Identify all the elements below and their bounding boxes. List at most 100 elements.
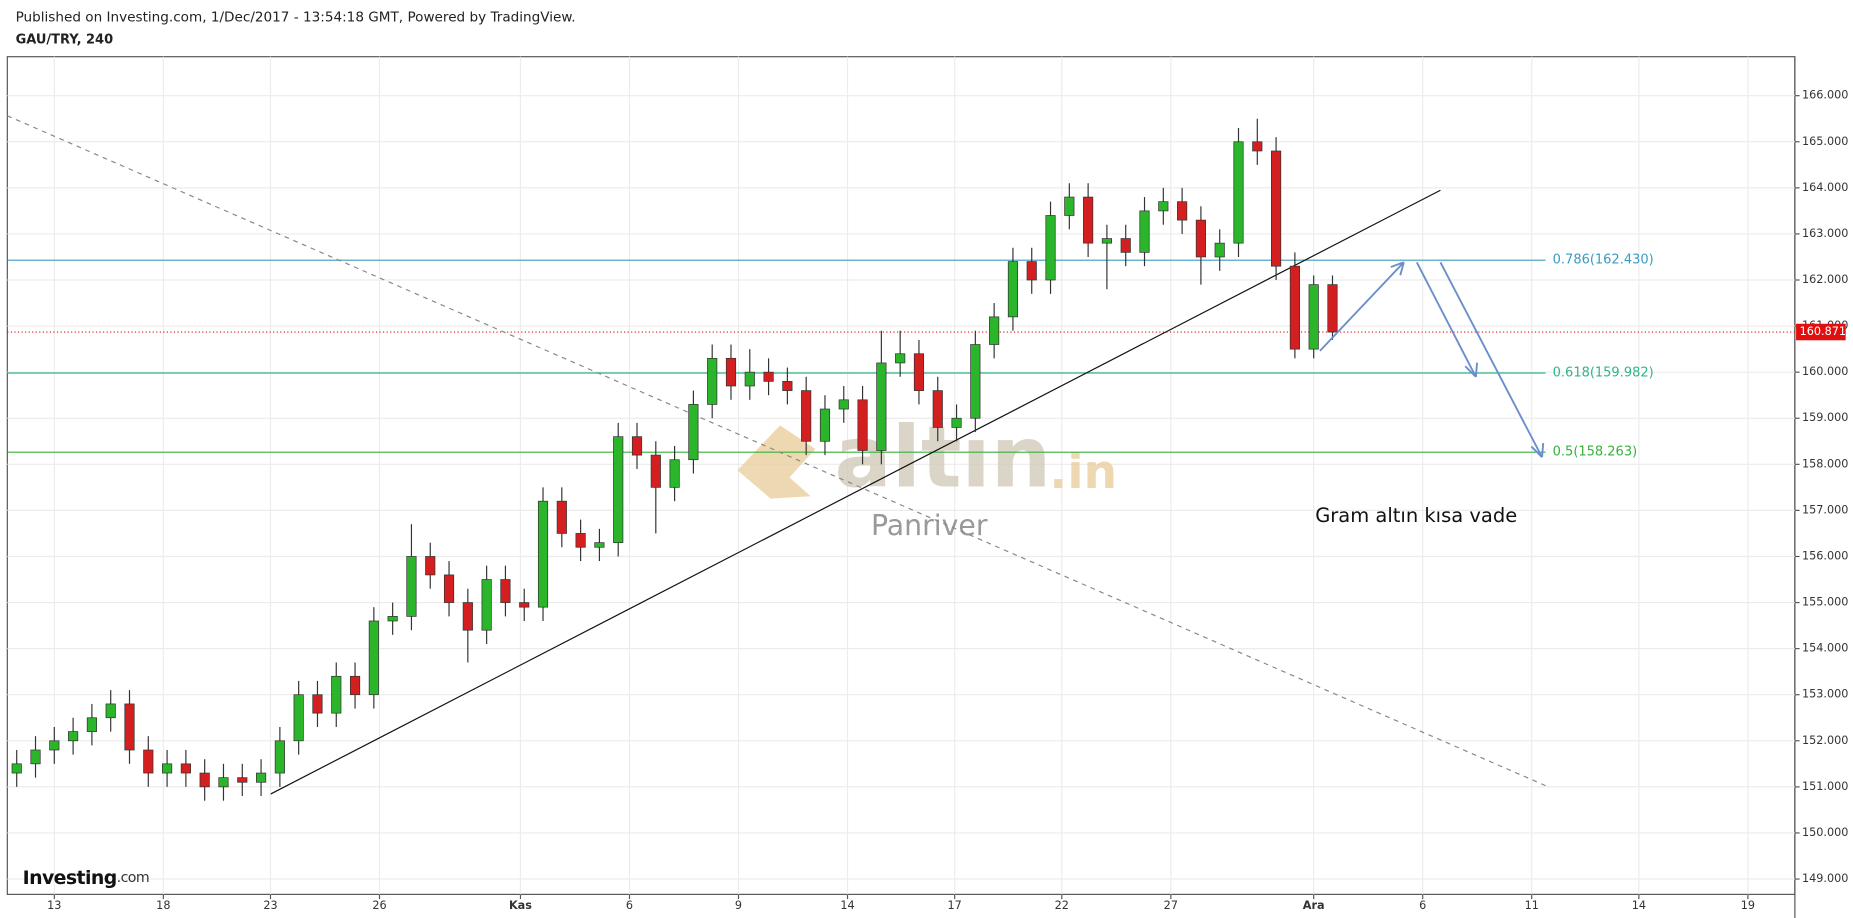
x-tick-label: 26 — [372, 899, 386, 912]
y-tick-label: 154.000 — [1802, 642, 1848, 655]
last-price-label: 160.871 — [1800, 325, 1846, 338]
x-tick-label: 17 — [948, 899, 962, 912]
y-tick-label: 162.000 — [1802, 273, 1848, 286]
x-tick-label: 9 — [735, 899, 742, 912]
candle-body — [932, 390, 943, 428]
candle-body — [650, 454, 661, 488]
candle-body — [425, 556, 436, 576]
y-tick-label: 166.000 — [1802, 89, 1848, 102]
y-tick-label: 158.000 — [1802, 457, 1848, 470]
candle-body — [218, 777, 229, 788]
candle-body — [312, 694, 323, 714]
watermark-suffix: .in — [1049, 445, 1117, 500]
x-tick-label: 27 — [1164, 899, 1178, 912]
fib-level-label: 0.786(162.430) — [1553, 253, 1654, 268]
candle-body — [462, 602, 473, 631]
candle-body — [68, 731, 79, 742]
candle-body — [199, 772, 210, 788]
candle-body — [406, 556, 417, 617]
candle-body — [782, 381, 793, 391]
candle-body — [575, 533, 586, 548]
levels: 0.786(162.430) 0.618(159.982) 0.5(158.263) — [7, 253, 1795, 460]
y-tick-label: 163.000 — [1802, 227, 1848, 240]
y-tick-label: 150.000 — [1802, 826, 1848, 839]
candle-body — [86, 717, 97, 732]
candle-body — [331, 675, 342, 714]
candle-body — [876, 362, 887, 451]
y-tick-label: 152.000 — [1802, 734, 1848, 747]
x-tick-label: 18 — [156, 899, 170, 912]
candle-body — [801, 390, 812, 442]
published-note: Published on Investing.com, 1/Dec/2017 -… — [16, 10, 576, 26]
candle-body — [725, 357, 737, 387]
candle-body — [1026, 261, 1037, 281]
candle-body — [1120, 238, 1131, 253]
candle-body — [274, 740, 285, 774]
logo-brand-text: Investing — [23, 866, 117, 888]
x-tick-label: 14 — [840, 899, 854, 912]
candle-body — [1289, 265, 1300, 350]
arrow-down-long — [1439, 261, 1545, 458]
candle-body — [143, 749, 154, 774]
arrows — [1319, 261, 1545, 458]
watermark: altın .in Panriver — [737, 409, 1117, 542]
candle-body — [857, 399, 868, 451]
x-tick-label: 11 — [1525, 899, 1539, 912]
candle-body — [1158, 201, 1169, 212]
axes: 149.000 150.000 151.000 152.000 153.000 154.0… — [47, 89, 1848, 912]
arrow-up — [1319, 261, 1405, 352]
last-price-box — [1796, 323, 1846, 341]
candle-body — [162, 763, 173, 774]
candle-body — [293, 694, 304, 742]
x-tick-label: Kas — [509, 899, 532, 912]
candle-body — [1101, 238, 1113, 244]
x-tick-label: 23 — [263, 899, 277, 912]
candle-body — [500, 579, 511, 603]
y-tick-label: 155.000 — [1802, 596, 1848, 609]
candle-body — [1252, 141, 1263, 152]
x-tick-label: 6 — [626, 899, 633, 912]
candles — [11, 118, 1338, 801]
candle-body — [613, 436, 624, 544]
candle-body — [688, 404, 699, 461]
candle-body — [838, 399, 849, 410]
y-tick-label: 159.000 — [1802, 411, 1848, 424]
candle-body — [763, 371, 774, 382]
candle-body — [989, 316, 1000, 345]
fib-level-label: 0.5(158.263) — [1553, 445, 1637, 460]
candle-body — [1308, 284, 1319, 350]
candle-body — [237, 777, 248, 783]
candle-body — [1083, 196, 1094, 244]
candle-body — [895, 353, 906, 364]
candle-body — [124, 703, 135, 751]
candle-body — [180, 763, 191, 774]
candle-body — [519, 602, 530, 608]
y-tick-label: 165.000 — [1802, 135, 1848, 148]
y-tick-label: 160.000 — [1802, 365, 1848, 378]
candle-body — [631, 436, 643, 456]
candle-body — [1327, 284, 1338, 333]
candle-body — [537, 500, 549, 608]
candle-body — [49, 740, 60, 751]
candle-body — [105, 703, 116, 719]
x-tick-label: 13 — [47, 899, 61, 912]
candle-body — [669, 459, 680, 488]
logo-suffix: .com — [117, 870, 149, 886]
candle-body — [1214, 242, 1225, 258]
candle-body — [255, 772, 267, 783]
candle-body — [970, 344, 981, 419]
arrow-down — [1415, 261, 1479, 378]
candle-body — [744, 371, 755, 387]
candle-body — [30, 749, 41, 765]
watermark-icon — [737, 425, 816, 499]
logo-brand: Investing.com — [23, 866, 149, 888]
candle-body — [1007, 261, 1019, 318]
candle-body — [1045, 215, 1056, 281]
candle-body — [1271, 150, 1282, 267]
candle-body — [819, 408, 831, 442]
x-tick-label: Ara — [1303, 899, 1325, 912]
support-trendline — [270, 189, 1441, 795]
candle-body — [594, 542, 605, 548]
